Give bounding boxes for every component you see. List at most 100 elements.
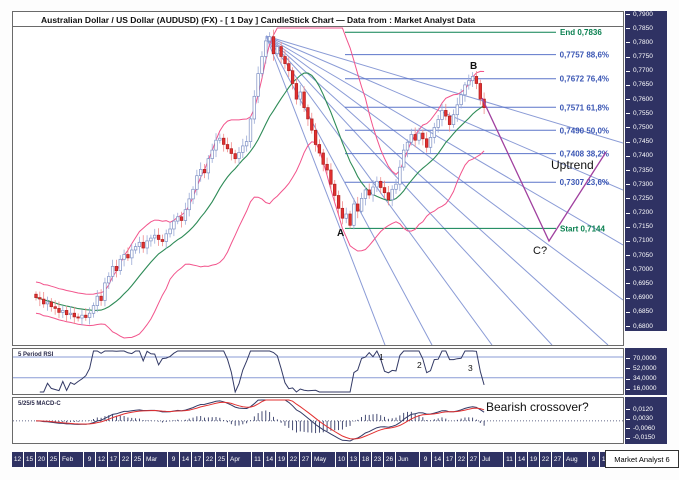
candle-body bbox=[202, 169, 207, 174]
time-tick-month: Apr bbox=[228, 452, 251, 467]
candle-body bbox=[218, 137, 222, 141]
axis-label: 70,0000 bbox=[633, 354, 657, 362]
axis-tick bbox=[626, 14, 630, 15]
time-axis: 12 15 20 25 Feb 9 12 17 22 25 Mar 9 14 17 22 25 Apr 11 14 1… bbox=[12, 452, 667, 467]
axis-tick bbox=[626, 428, 630, 430]
axis-tick bbox=[626, 409, 630, 410]
time-tick-month: Feb bbox=[60, 452, 83, 467]
candle-body bbox=[195, 175, 199, 190]
rsi-panel-label: 5 Period RSI bbox=[18, 352, 54, 358]
axis-label: 0,7500 bbox=[633, 123, 653, 131]
axis-tick bbox=[626, 418, 630, 420]
rsi-chart-svg bbox=[13, 349, 623, 394]
candle-body bbox=[463, 84, 467, 96]
time-tick-day: 27 bbox=[552, 452, 563, 467]
time-tick-day: 13 bbox=[348, 452, 359, 467]
time-tick-day: 20 bbox=[36, 452, 47, 467]
candle-body bbox=[459, 94, 463, 106]
time-tick-day: 9 bbox=[588, 452, 599, 467]
time-tick-day: 11 bbox=[252, 452, 263, 467]
time-tick-day: 22 bbox=[288, 452, 299, 467]
time-tick-day: 19 bbox=[276, 452, 287, 467]
bollinger-upper-band bbox=[35, 27, 485, 295]
axis-tick bbox=[626, 388, 630, 390]
candle-body bbox=[76, 316, 80, 319]
candle-body bbox=[133, 246, 138, 251]
candle-body bbox=[122, 254, 126, 260]
candle-body bbox=[371, 186, 375, 196]
time-tick-day: 17 bbox=[192, 452, 203, 467]
candle-body bbox=[440, 110, 444, 120]
gann-fan-line bbox=[265, 35, 386, 345]
candle-body bbox=[340, 207, 345, 219]
price-axis: 0,7900 0,7850 0,7800 0,7750 0,7700 0,7650 0,76… bbox=[625, 11, 667, 331]
time-tick-day: 25 bbox=[48, 452, 59, 467]
time-tick-day: 17 bbox=[444, 452, 455, 467]
candle-body bbox=[379, 180, 383, 188]
candle-body bbox=[118, 258, 122, 271]
candle-body bbox=[72, 312, 76, 318]
rsi-axis: 70,0000 52,0000 34,0000 16,0000 bbox=[625, 348, 667, 395]
fib-level-label: 0,7490 50,0% bbox=[560, 126, 609, 135]
candle-body bbox=[99, 295, 103, 301]
time-tick-day: 12 bbox=[96, 452, 107, 467]
axis-label: 0,7900 bbox=[633, 10, 653, 18]
axis-tick bbox=[626, 42, 630, 44]
bollinger-lower-band bbox=[35, 141, 485, 339]
candle-body bbox=[294, 83, 299, 100]
axis-tick bbox=[626, 269, 630, 271]
candle-body bbox=[390, 188, 394, 201]
macd-signal-line bbox=[36, 399, 485, 440]
candle-body bbox=[455, 104, 459, 116]
axis-label: -0,0150 bbox=[633, 434, 656, 442]
axis-label: 0,7100 bbox=[633, 237, 653, 245]
candle-body bbox=[329, 169, 333, 185]
axis-label: 0,6900 bbox=[633, 294, 653, 302]
candle-body bbox=[398, 166, 402, 185]
candle-body bbox=[264, 40, 268, 57]
time-tick-month: Aug bbox=[564, 452, 587, 467]
axis-tick bbox=[626, 56, 630, 58]
candle-body bbox=[352, 203, 356, 226]
candle-body bbox=[103, 282, 107, 301]
candle-body bbox=[172, 220, 176, 230]
candle-body bbox=[317, 144, 322, 154]
axis-label: 0,7750 bbox=[633, 53, 653, 61]
candle-body bbox=[470, 76, 475, 82]
time-tick-day: 15 bbox=[24, 452, 35, 467]
candle-body bbox=[428, 137, 433, 148]
candle-body bbox=[222, 137, 226, 145]
time-tick-day: 27 bbox=[300, 452, 311, 467]
candle-body bbox=[87, 312, 92, 318]
candle-body bbox=[321, 152, 325, 165]
macd-panel: 5/25/5 MACD-C bbox=[12, 397, 624, 444]
time-tick-day: 27 bbox=[468, 452, 479, 467]
annotation-rsi-2: 2 bbox=[417, 360, 422, 370]
candle-body bbox=[252, 95, 256, 120]
annotation-wave-c: C? bbox=[533, 245, 548, 257]
candle-body bbox=[210, 149, 214, 159]
gann-fan-line bbox=[265, 35, 493, 345]
axis-tick bbox=[626, 99, 630, 101]
macd-chart-svg bbox=[13, 399, 623, 442]
candle-body bbox=[421, 132, 425, 140]
candle-body bbox=[444, 110, 448, 117]
gann-fan-line bbox=[265, 35, 623, 144]
fib-level-label: 0,7571 61,8% bbox=[560, 103, 609, 112]
candle-body bbox=[149, 237, 153, 242]
axis-tick bbox=[626, 358, 630, 359]
axis-label: 0,7350 bbox=[633, 166, 653, 174]
candle-body bbox=[214, 139, 218, 151]
candle-body bbox=[267, 36, 272, 42]
candle-body bbox=[237, 152, 241, 159]
axis-label: 0,7700 bbox=[633, 67, 653, 75]
candle-body bbox=[413, 134, 417, 141]
candle-body bbox=[306, 107, 310, 120]
candle-body bbox=[95, 295, 99, 306]
candle-body bbox=[425, 138, 429, 148]
time-tick-day: 10 bbox=[336, 452, 347, 467]
candle-body bbox=[137, 241, 142, 247]
candle-body bbox=[91, 305, 96, 314]
time-tick-day: 22 bbox=[540, 452, 551, 467]
